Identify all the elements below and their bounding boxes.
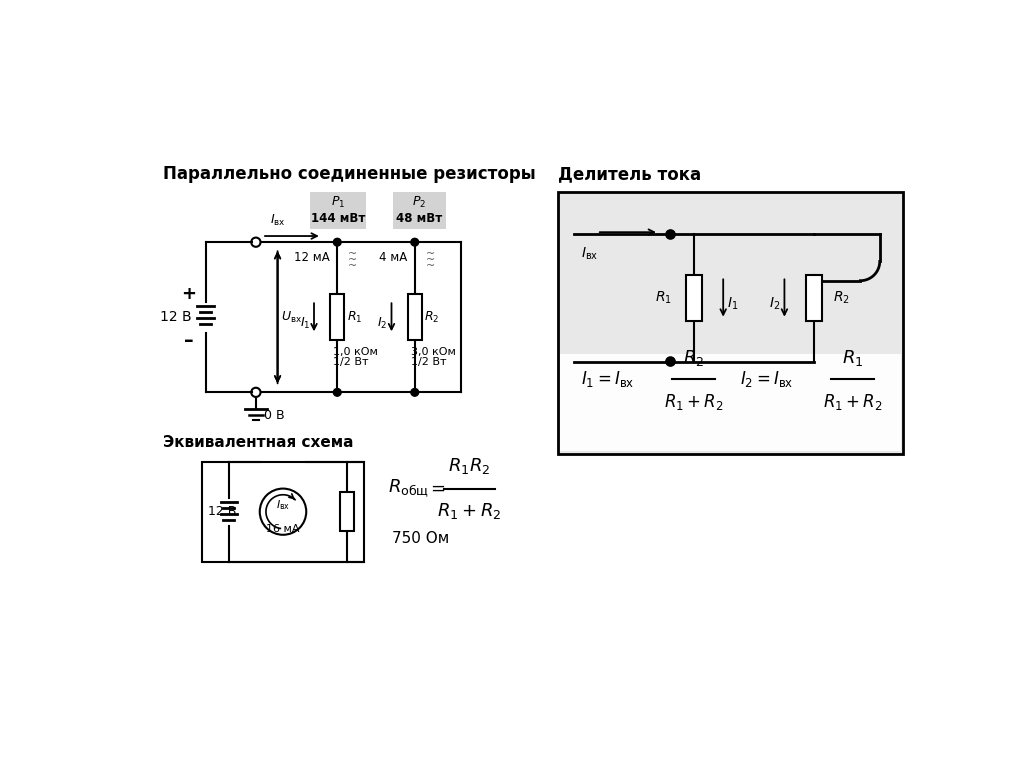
Text: +: + xyxy=(181,285,196,303)
Text: 12 мА: 12 мА xyxy=(294,252,330,265)
Bar xyxy=(340,492,354,531)
Text: ~: ~ xyxy=(348,249,357,258)
Text: Параллельно соединенные резисторы: Параллельно соединенные резисторы xyxy=(163,165,536,183)
Text: 0 В: 0 В xyxy=(263,409,285,422)
Text: $R_2$: $R_2$ xyxy=(834,290,850,306)
Text: 12 В: 12 В xyxy=(208,505,237,518)
Text: $R_1$: $R_1$ xyxy=(655,290,672,306)
Circle shape xyxy=(666,230,675,239)
Text: 48 мВт: 48 мВт xyxy=(396,212,442,225)
Text: $R_1 + R_2$: $R_1 + R_2$ xyxy=(437,501,501,521)
Bar xyxy=(310,193,366,229)
Text: $R_1$: $R_1$ xyxy=(346,310,361,324)
Bar xyxy=(560,354,901,451)
Text: $I_{\rm вх}$: $I_{\rm вх}$ xyxy=(582,245,599,262)
Text: $R_1 + R_2$: $R_1 + R_2$ xyxy=(664,392,724,412)
Text: ~: ~ xyxy=(348,255,357,265)
Circle shape xyxy=(411,239,419,246)
Bar xyxy=(331,295,344,341)
Circle shape xyxy=(666,357,675,366)
Bar xyxy=(558,193,903,454)
Text: $I_2 = I_{\rm вх}$: $I_2 = I_{\rm вх}$ xyxy=(740,369,794,389)
Text: $I_1 = I_{\rm вх}$: $I_1 = I_{\rm вх}$ xyxy=(582,369,635,389)
Bar xyxy=(686,275,701,321)
Text: 16 мА: 16 мА xyxy=(266,524,300,534)
Text: 12 В: 12 В xyxy=(160,311,191,324)
Bar xyxy=(408,295,422,341)
Bar xyxy=(393,193,445,229)
Text: 1/2 Вт: 1/2 Вт xyxy=(411,357,446,367)
Text: ~: ~ xyxy=(348,261,357,271)
Text: ~: ~ xyxy=(426,261,435,271)
Text: ~: ~ xyxy=(426,249,435,258)
Text: 4 мА: 4 мА xyxy=(379,252,407,265)
Text: $I_2$: $I_2$ xyxy=(769,296,780,312)
Text: $I_1$: $I_1$ xyxy=(727,296,738,312)
Circle shape xyxy=(334,239,341,246)
Text: $I_{\rm вх}$: $I_{\rm вх}$ xyxy=(275,499,290,512)
Text: Делитель тока: Делитель тока xyxy=(558,165,701,183)
Circle shape xyxy=(334,389,341,397)
Text: $R_2$: $R_2$ xyxy=(683,347,705,367)
Text: $R_2$: $R_2$ xyxy=(424,310,439,324)
Text: 144 мВт: 144 мВт xyxy=(311,212,366,225)
Text: $R_1 + R_2$: $R_1 + R_2$ xyxy=(823,392,883,412)
Text: $I_2$: $I_2$ xyxy=(377,316,388,331)
Text: 1,0 кОм: 1,0 кОм xyxy=(334,347,378,357)
Text: ~: ~ xyxy=(426,255,435,265)
Text: 1/2 Вт: 1/2 Вт xyxy=(334,357,369,367)
Text: =: = xyxy=(430,479,445,498)
Bar xyxy=(560,194,901,345)
Text: 3,0 кОм: 3,0 кОм xyxy=(411,347,456,357)
Text: $P_2$: $P_2$ xyxy=(413,196,426,210)
Text: $R_{\rm общ}$: $R_{\rm общ}$ xyxy=(388,478,429,499)
Text: $R_1 R_2$: $R_1 R_2$ xyxy=(447,456,490,476)
Text: $U_{\rm вх}$: $U_{\rm вх}$ xyxy=(282,310,303,324)
Text: Эквивалентная схема: Эквивалентная схема xyxy=(163,435,353,449)
Text: –: – xyxy=(183,331,194,350)
Circle shape xyxy=(411,389,419,397)
Text: $R_1$: $R_1$ xyxy=(842,347,863,367)
Text: $I_{\rm вх}$: $I_{\rm вх}$ xyxy=(270,213,286,229)
Bar xyxy=(202,462,365,561)
Bar xyxy=(806,275,821,321)
Text: $I_1$: $I_1$ xyxy=(300,316,310,331)
Text: $P_1$: $P_1$ xyxy=(331,196,345,210)
Text: 750 Ом: 750 Ом xyxy=(391,531,449,546)
